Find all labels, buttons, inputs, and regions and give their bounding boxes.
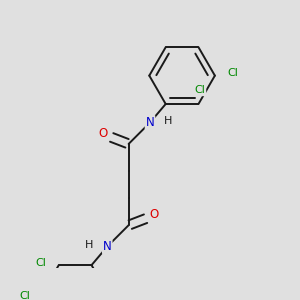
Text: O: O <box>98 127 108 140</box>
Text: Cl: Cl <box>36 258 46 268</box>
Text: H: H <box>164 116 173 126</box>
Text: N: N <box>103 240 112 253</box>
Text: Cl: Cl <box>19 291 30 300</box>
Text: N: N <box>146 116 154 129</box>
Text: H: H <box>85 240 93 250</box>
Text: Cl: Cl <box>227 68 238 78</box>
Text: Cl: Cl <box>194 85 205 95</box>
Text: O: O <box>150 208 159 221</box>
